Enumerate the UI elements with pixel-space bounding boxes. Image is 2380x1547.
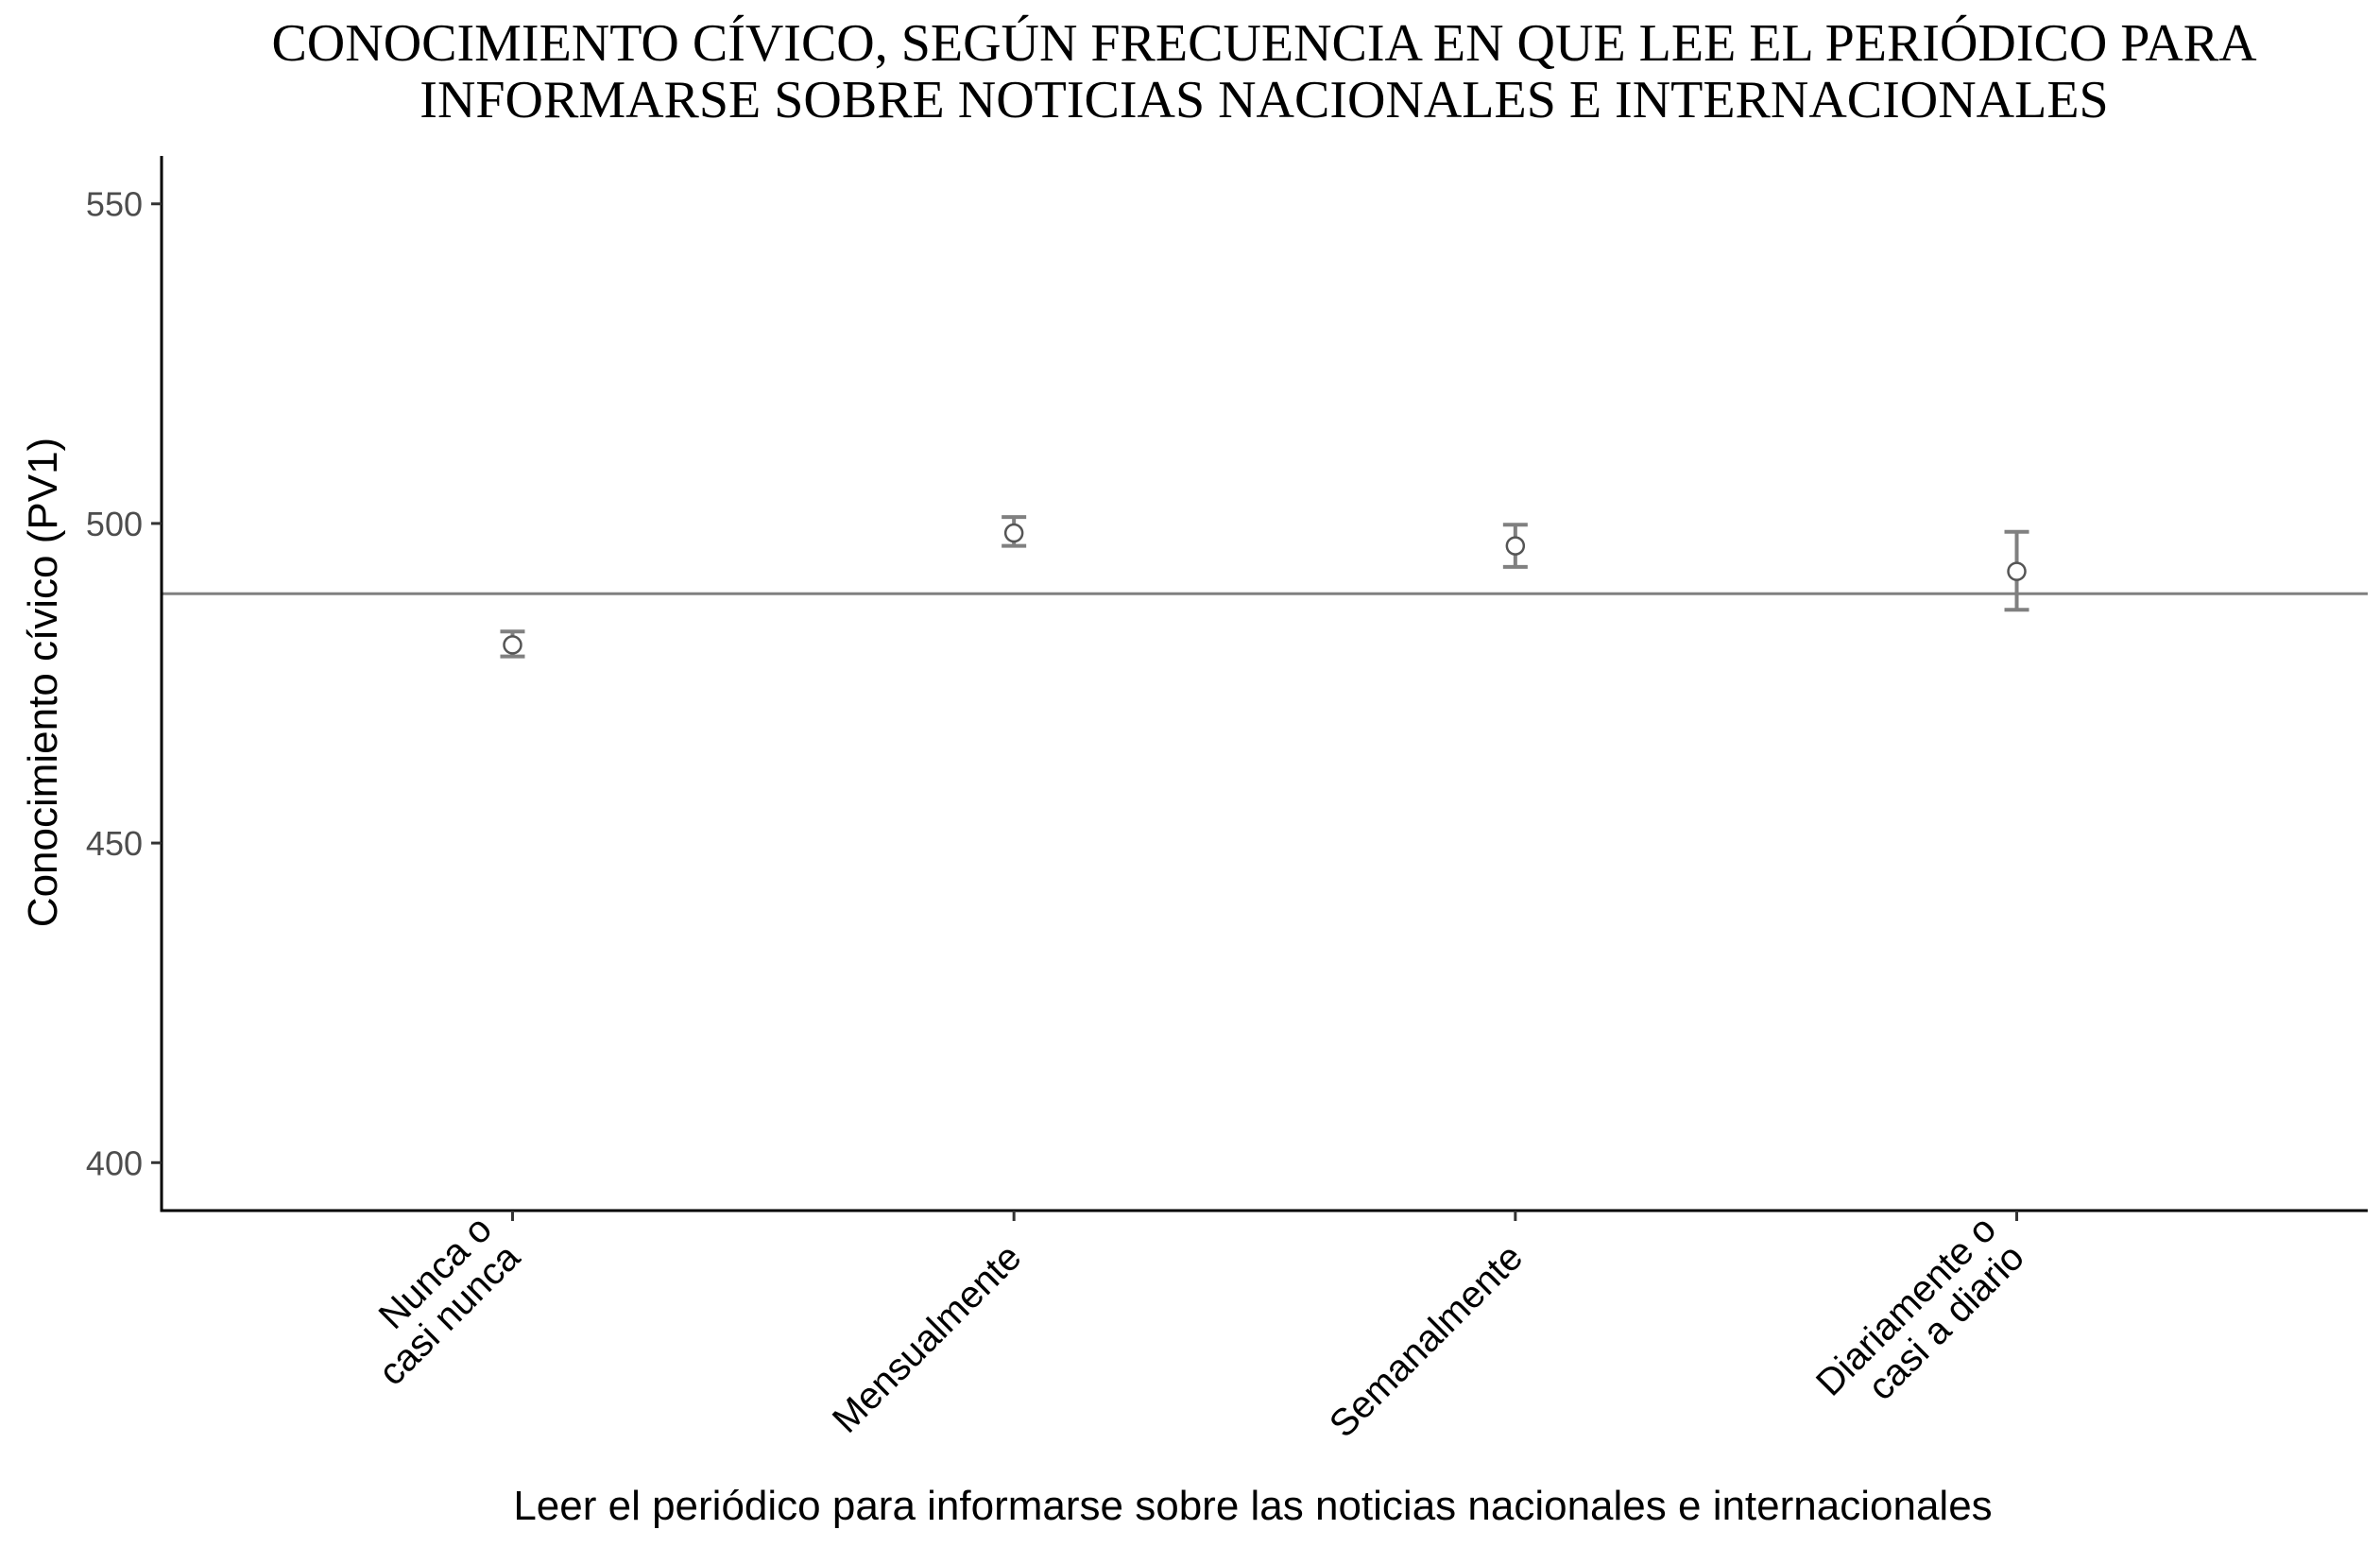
x-tick-label: Mensualmente	[825, 1236, 1030, 1441]
x-tick-label-line: Mensualmente	[825, 1236, 1030, 1441]
data-point	[503, 635, 522, 655]
y-tick-label: 450	[86, 824, 143, 863]
x-tick-label: Diariamente ocasi a diario	[1808, 1209, 2032, 1433]
x-tick-label-line: Semanalmente	[1322, 1236, 1531, 1445]
y-tick-label: 500	[86, 505, 143, 543]
chart-title-line-2: INFORMARSE SOBRE NOTICIAS NACIONALES E I…	[419, 71, 2108, 129]
data-point	[1003, 523, 1024, 543]
data-point	[2007, 561, 2027, 581]
y-tick-label: 550	[86, 185, 143, 224]
plot-area	[162, 515, 2368, 659]
axes: 400 450 500 550 Nunca ocasi nunca Mensualment…	[86, 185, 2032, 1446]
y-tick-label: 400	[86, 1143, 143, 1182]
y-axis-title: Conocimiento cívico (PV1)	[20, 438, 66, 927]
x-tick-label: Nunca ocasi nunca	[343, 1208, 529, 1394]
chart-title-line-1: CONOCIMIENTO CÍVICO, SEGÚN FRECUENCIA EN…	[271, 13, 2257, 73]
x-axis-title: Leer el periódico para informarse sobre …	[513, 1483, 1992, 1529]
data-point	[1505, 536, 1526, 556]
x-tick-label: Semanalmente	[1322, 1236, 1531, 1445]
